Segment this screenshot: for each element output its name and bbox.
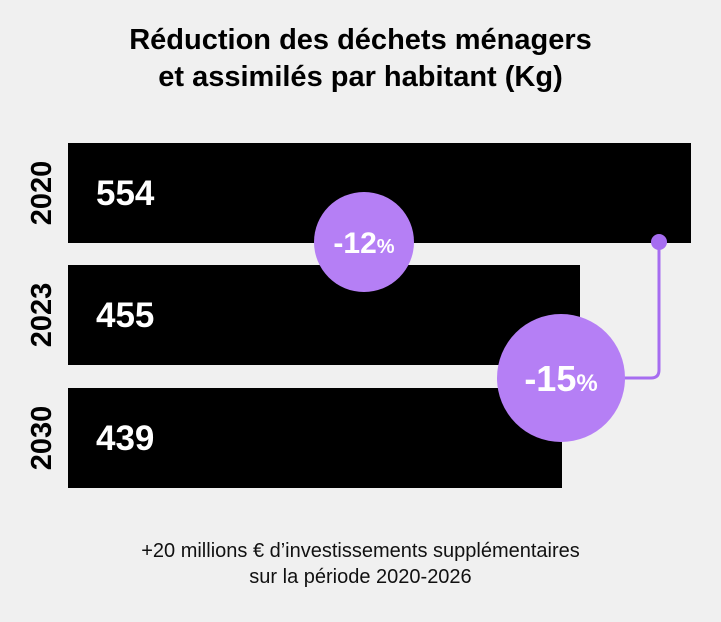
connector-dot xyxy=(651,234,667,250)
percent-label-2: -15% xyxy=(524,358,597,399)
connector-line xyxy=(561,242,661,380)
bar-2023 xyxy=(68,265,580,365)
bar-2030 xyxy=(68,388,562,488)
chart-title: Réduction des déchets ménagers et assimi… xyxy=(0,22,721,96)
footer-line2: sur la période 2020-2026 xyxy=(249,566,472,588)
footer-line1: +20 millions € d’investissements supplém… xyxy=(141,540,580,562)
category-label-2023: 2023 xyxy=(26,283,58,348)
percent-bubble-1 xyxy=(314,192,414,292)
category-label-2030: 2030 xyxy=(26,406,58,471)
bar-value-label-2030: 439 xyxy=(96,419,154,458)
percent-bubble-2 xyxy=(497,314,625,442)
bar-value-label-2023: 455 xyxy=(96,296,154,335)
chart-title-line1: Réduction des déchets ménagers xyxy=(129,24,592,56)
percent-label-1: -12% xyxy=(333,227,394,260)
chart-title-line2: et assimilés par habitant (Kg) xyxy=(158,61,563,93)
footer-note: +20 millions € d’investissements supplém… xyxy=(0,538,721,590)
bar-value-label-2020: 554 xyxy=(96,174,155,213)
category-label-2020: 2020 xyxy=(26,161,58,226)
